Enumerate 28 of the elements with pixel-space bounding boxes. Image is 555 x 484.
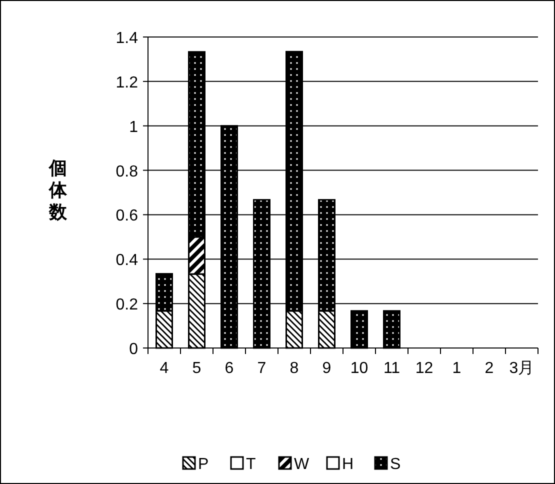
- bar: [350, 310, 368, 349]
- x-tick-label: 6: [224, 360, 234, 377]
- y-axis-title: 個体数: [48, 158, 68, 222]
- x-tick-label: 7: [257, 360, 266, 377]
- legend-label: T: [246, 456, 256, 473]
- x-tick-label: 10: [350, 360, 368, 377]
- y-tick-label: 0: [129, 341, 138, 358]
- x-tick-label: 5: [192, 360, 202, 377]
- y-tick-label: 0.8: [116, 163, 138, 180]
- y-tick-label: 0.6: [116, 208, 138, 225]
- x-tick-label: 4: [160, 360, 169, 377]
- x-tick-label: 11: [383, 360, 400, 377]
- y-tick-label: 0.4: [116, 252, 138, 270]
- y-tick-label: 1.4: [116, 30, 138, 47]
- x-tick-label: 3月: [509, 360, 534, 377]
- legend-label: W: [294, 456, 310, 473]
- y-tick-label: 0.2: [116, 296, 138, 314]
- legend-label: P: [198, 456, 209, 473]
- legend-label: H: [342, 456, 354, 473]
- x-tick-label: 12: [415, 360, 434, 377]
- x-tick-label: 9: [322, 360, 332, 377]
- x-tick-label: 8: [290, 360, 299, 377]
- legend-label: S: [390, 456, 401, 473]
- x-tick-label: 1: [452, 360, 462, 377]
- y-tick-label: 1: [129, 118, 138, 136]
- y-tick-label: 1.2: [116, 74, 138, 92]
- bar: [383, 310, 400, 349]
- x-tick-label: 2: [484, 360, 494, 377]
